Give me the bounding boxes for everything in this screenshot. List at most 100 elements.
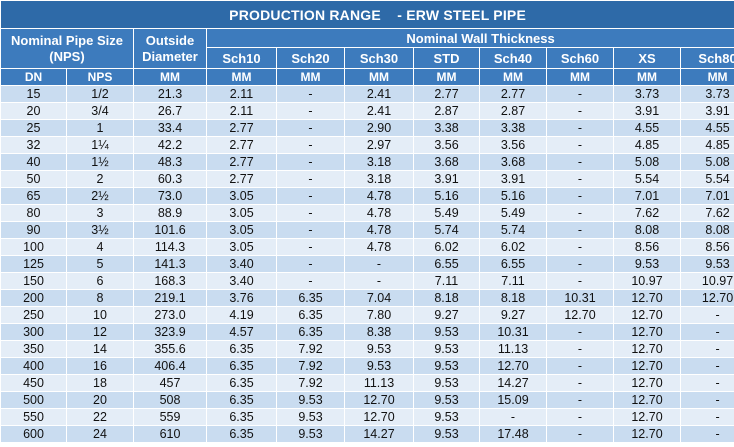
table-body: 15 1/2 21.3 2.11-2.41 2.77 2.77-3.73 3.73 20 3/4… bbox=[0, 85, 734, 443]
unit-header: MM bbox=[479, 68, 547, 86]
table-cell: 7.80 bbox=[344, 306, 414, 324]
table-cell: 3.40 bbox=[206, 272, 277, 290]
table-cell: 1 bbox=[66, 119, 134, 137]
table-cell: 90 bbox=[0, 221, 67, 239]
table-row: 250 10 273.0 4.19 6.35 7.80 9.27 9.27 12.70 12.70… bbox=[0, 306, 734, 324]
table-cell: 22 bbox=[66, 408, 134, 426]
table-cell: 9.53 bbox=[413, 340, 480, 358]
table-cell: 6.55 bbox=[479, 255, 547, 273]
table-cell: 6.35 bbox=[206, 357, 277, 375]
table-cell: 3.05 bbox=[206, 238, 277, 256]
table-row: 500 20 508 6.35 9.53 12.70 9.53 15.09-12.70- bbox=[0, 391, 734, 409]
table-row: 15 1/2 21.3 2.11-2.41 2.77 2.77-3.73 3.73 bbox=[0, 85, 734, 103]
table-cell: 4.85 bbox=[679, 136, 734, 154]
nominal-wall-thickness-header: Nominal Wall Thickness bbox=[205, 28, 734, 48]
table-cell: 6.35 bbox=[276, 323, 345, 341]
table-cell: 1/2 bbox=[66, 85, 134, 103]
table-cell: - bbox=[679, 425, 734, 443]
table-cell: 60.3 bbox=[133, 170, 207, 188]
schedule-header: Sch20 bbox=[276, 47, 345, 69]
table-cell: 17.48 bbox=[479, 425, 547, 443]
table-cell: 4.55 bbox=[679, 119, 734, 137]
schedule-header: Sch80 bbox=[679, 47, 734, 69]
unit-header: MM bbox=[413, 68, 480, 86]
table-cell: - bbox=[546, 391, 614, 409]
table-cell: 6.35 bbox=[206, 374, 277, 392]
table-cell: - bbox=[546, 119, 614, 137]
table-cell: 3.05 bbox=[206, 221, 277, 239]
table-cell: 50 bbox=[0, 170, 67, 188]
table-row: 300 12 323.9 4.57 6.35 8.38 9.53 10.31-12.70- bbox=[0, 323, 734, 341]
table-cell: - bbox=[546, 170, 614, 188]
table-cell: - bbox=[479, 408, 547, 426]
table-cell: 6.35 bbox=[206, 425, 277, 443]
table-row: 32 1¼ 42.2 2.77-2.97 3.56 3.56-4.85 4.85 bbox=[0, 136, 734, 154]
table-cell: - bbox=[546, 323, 614, 341]
table-cell: 9.53 bbox=[344, 357, 414, 375]
table-cell: 4 bbox=[66, 238, 134, 256]
table-cell: 10.31 bbox=[479, 323, 547, 341]
table-cell: 16 bbox=[66, 357, 134, 375]
table-cell: 10.31 bbox=[546, 289, 614, 307]
table-cell: 2.77 bbox=[206, 136, 277, 154]
table-cell: - bbox=[276, 136, 345, 154]
table-cell: - bbox=[679, 323, 734, 341]
table-cell: 9.27 bbox=[479, 306, 547, 324]
table-cell: 12.70 bbox=[546, 306, 614, 324]
table-row: 25 1 33.4 2.77-2.90 3.38 3.38-4.55 4.55 bbox=[0, 119, 734, 137]
table-cell: 8 bbox=[66, 289, 134, 307]
table-cell: 355.6 bbox=[133, 340, 207, 358]
table-cell: 5.16 bbox=[479, 187, 547, 205]
table-cell: 406.4 bbox=[133, 357, 207, 375]
table-row: 125 5 141.3 3.40- -6.55 6.55-9.53 9.53 bbox=[0, 255, 734, 273]
table-cell: 73.0 bbox=[133, 187, 207, 205]
outside-diameter-header: Outside Diameter bbox=[133, 28, 207, 69]
table-cell: 12.70 bbox=[613, 374, 681, 392]
table-cell: 7.62 bbox=[679, 204, 734, 222]
table-cell: 2.87 bbox=[413, 102, 480, 120]
table-cell: 3.38 bbox=[479, 119, 547, 137]
table-cell: 323.9 bbox=[133, 323, 207, 341]
table-cell: - bbox=[276, 187, 345, 205]
unit-header: MM bbox=[276, 68, 345, 86]
table-title: PRODUCTION RANGE - ERW STEEL PIPE bbox=[0, 0, 734, 29]
table-cell: 400 bbox=[0, 357, 67, 375]
table-cell: - bbox=[546, 357, 614, 375]
table-cell: 5.49 bbox=[413, 204, 480, 222]
table-cell: - bbox=[679, 374, 734, 392]
table-cell: 6.02 bbox=[479, 238, 547, 256]
table-cell: 10 bbox=[66, 306, 134, 324]
table-row: 50 2 60.3 2.77-3.18 3.91 3.91-5.54 5.54 bbox=[0, 170, 734, 188]
schedule-header: Sch30 bbox=[344, 47, 414, 69]
table-cell: 6.35 bbox=[206, 408, 277, 426]
unit-header: MM bbox=[546, 68, 614, 86]
table-cell: - bbox=[276, 119, 345, 137]
table-cell: 14 bbox=[66, 340, 134, 358]
table-cell: 12.70 bbox=[613, 357, 681, 375]
table-cell: 3.05 bbox=[206, 187, 277, 205]
table-cell: 3.18 bbox=[344, 153, 414, 171]
table-cell: 9.53 bbox=[276, 391, 345, 409]
table-cell: 7.01 bbox=[679, 187, 734, 205]
table-cell: 10.97 bbox=[613, 272, 681, 290]
schedule-header: Sch40 bbox=[479, 47, 547, 69]
unit-header: MM bbox=[344, 68, 414, 86]
table-cell: - bbox=[276, 170, 345, 188]
table-cell: 2 bbox=[66, 170, 134, 188]
table-cell: 4.19 bbox=[206, 306, 277, 324]
table-cell: 7.92 bbox=[276, 374, 345, 392]
table-cell: 2.77 bbox=[206, 153, 277, 171]
table-cell: 150 bbox=[0, 272, 67, 290]
nominal-pipe-size-header: Nominal Pipe Size (NPS) bbox=[0, 28, 134, 69]
table-cell: 3½ bbox=[66, 221, 134, 239]
table-row: 400 16 406.4 6.35 7.92 9.53 9.53 12.70-12.70- bbox=[0, 357, 734, 375]
schedule-header: Sch60 bbox=[546, 47, 614, 69]
table-cell: - bbox=[546, 85, 614, 103]
table-cell: 250 bbox=[0, 306, 67, 324]
table-cell: - bbox=[276, 255, 345, 273]
table-cell: 12.70 bbox=[679, 289, 734, 307]
table-cell: 4.78 bbox=[344, 221, 414, 239]
table-cell: 80 bbox=[0, 204, 67, 222]
table-cell: - bbox=[679, 306, 734, 324]
